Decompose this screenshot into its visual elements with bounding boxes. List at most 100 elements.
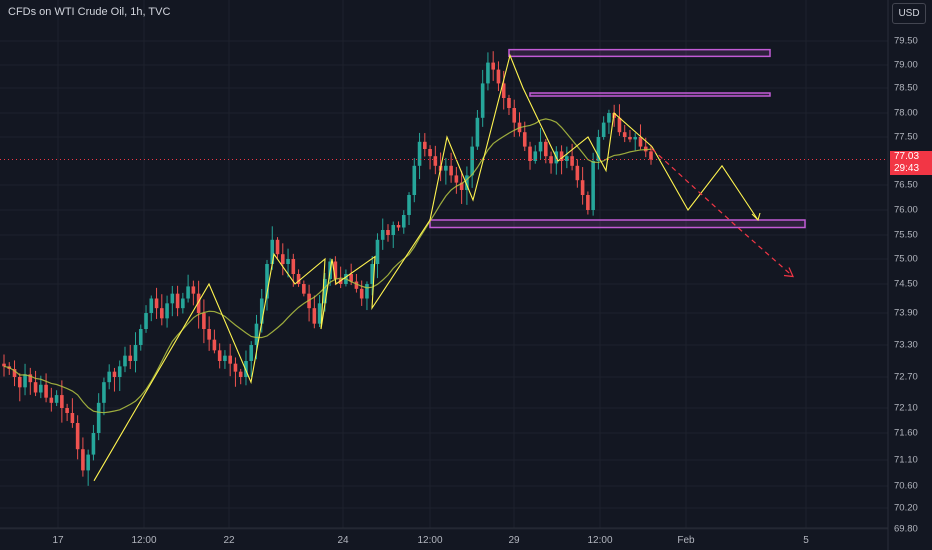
candle-body	[317, 303, 322, 324]
candle-body	[401, 215, 406, 228]
zigzag-pattern-line	[93, 53, 653, 482]
candle-body	[501, 83, 506, 98]
candle-body	[33, 382, 38, 393]
candle-body	[23, 374, 27, 388]
candle-body	[643, 146, 648, 152]
chart-title: CFDs on WTI Crude Oil, 1h, TVC	[8, 6, 171, 18]
candle-body	[96, 402, 101, 433]
price-axis-label: 78.50	[894, 82, 918, 94]
candle-body	[186, 286, 190, 299]
candle-body	[575, 165, 580, 181]
price-axis-label: 73.30	[894, 339, 918, 351]
price-axis-label: 76.00	[894, 204, 918, 216]
candle-body	[280, 254, 285, 264]
candle-body	[154, 298, 159, 309]
candle-body	[102, 382, 106, 403]
candle-body	[459, 182, 464, 190]
candle-body	[449, 165, 453, 176]
candle-body	[454, 175, 459, 183]
time-axis-label: 17	[52, 535, 64, 546]
candle-body	[543, 141, 548, 157]
candle-body	[607, 113, 611, 123]
time-axis-label: 12:00	[417, 535, 443, 546]
candle-body	[396, 225, 401, 228]
candle-body	[465, 175, 469, 190]
time-axis-label: 22	[223, 535, 235, 546]
candle-body	[596, 137, 601, 161]
candle-body	[249, 345, 254, 361]
candle-body	[375, 239, 380, 264]
candle-body	[349, 274, 353, 282]
candle-body	[54, 395, 59, 403]
candle-body	[202, 313, 206, 329]
price-axis-label: 70.60	[894, 480, 918, 492]
candle-body	[28, 374, 33, 383]
candle-body	[480, 83, 485, 118]
price-axis-label: 75.00	[894, 253, 918, 265]
price-axis-label: 79.00	[894, 59, 918, 71]
candle-body	[338, 279, 343, 284]
candle-body	[565, 156, 569, 161]
candle-body	[212, 339, 217, 351]
candle-body	[302, 284, 306, 294]
candle-body	[91, 433, 96, 455]
price-axis-label: 72.10	[894, 402, 918, 414]
candle-body	[12, 369, 17, 377]
candle-body	[2, 363, 6, 367]
candle-body	[75, 423, 80, 450]
candle-body	[522, 132, 527, 147]
candle-body	[275, 239, 280, 255]
candle-body	[228, 355, 232, 364]
time-axis-label: 29	[508, 535, 520, 546]
price-axis-label: 75.50	[894, 229, 918, 241]
current-price-value: 77.03	[894, 151, 920, 162]
candle-body	[296, 274, 301, 284]
candle-body	[649, 151, 653, 160]
candle-body	[417, 141, 422, 166]
candle-body	[291, 259, 296, 274]
candle-body	[175, 293, 180, 309]
candle-body	[144, 313, 148, 329]
candle-body	[165, 303, 169, 319]
candle-body	[423, 141, 427, 149]
candle-body	[475, 117, 480, 147]
candle-body	[244, 361, 248, 377]
candle-body	[207, 329, 211, 340]
candle-body	[286, 259, 290, 264]
candle-body	[549, 156, 553, 164]
candle-body	[386, 230, 390, 235]
candle-body	[39, 384, 43, 393]
candle-body	[412, 165, 417, 195]
candle-body	[217, 350, 222, 361]
candle-body	[407, 195, 411, 215]
candle-body	[533, 151, 538, 161]
candle-body	[538, 141, 543, 152]
time-axis-label: 12:00	[131, 535, 157, 546]
price-axis-label: 72.70	[894, 371, 918, 383]
time-axis-label: Feb	[677, 535, 695, 546]
candle-body	[491, 62, 495, 70]
candle-body	[486, 62, 490, 84]
candle-body	[196, 293, 201, 313]
candle-body	[433, 156, 438, 166]
candle-body	[428, 149, 432, 157]
price-axis-label: 74.50	[894, 278, 918, 290]
candle-body	[444, 165, 448, 171]
current-price-tag: 77.03 29:43	[890, 151, 932, 175]
candle-body	[617, 117, 622, 133]
candle-body	[133, 345, 138, 361]
price-axis-label: 71.10	[894, 454, 918, 466]
candle-body	[170, 293, 175, 304]
candle-body	[638, 137, 643, 147]
candle-body	[628, 137, 632, 140]
candle-body	[265, 264, 269, 299]
candle-body	[270, 239, 275, 264]
candle-body	[112, 371, 117, 377]
currency-button[interactable]: USD	[892, 3, 926, 24]
price-axis-label: 79.50	[894, 35, 918, 47]
candle-body	[354, 281, 359, 289]
sr-zone	[508, 48, 771, 58]
candle-body	[60, 395, 64, 408]
price-axis-label: 76.50	[894, 179, 918, 191]
